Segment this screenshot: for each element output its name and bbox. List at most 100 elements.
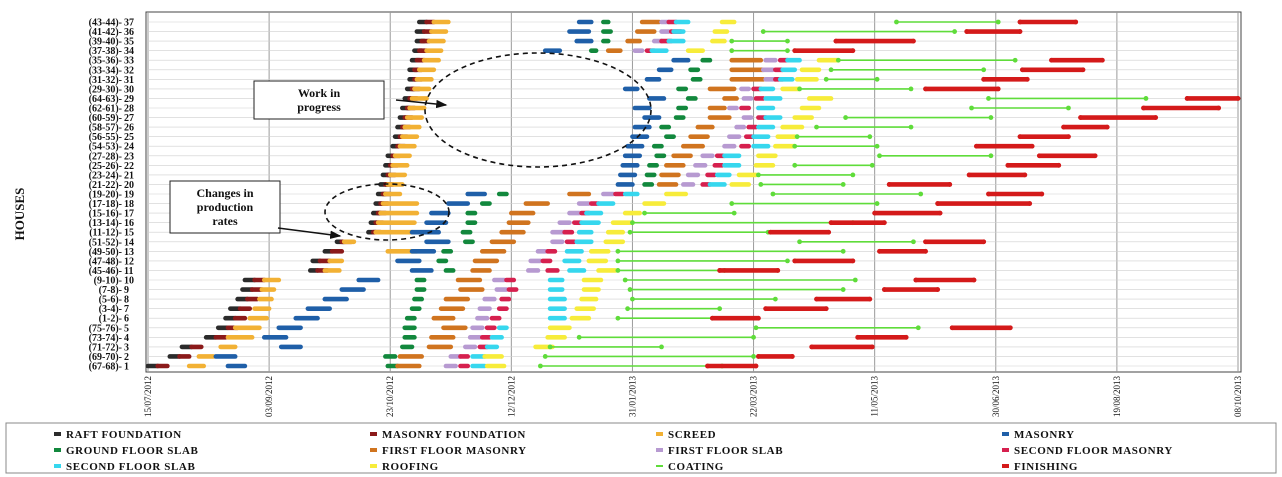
activity-bar-end (785, 48, 790, 54)
activity-bar-start (542, 354, 548, 359)
house-number: 11 (124, 266, 133, 277)
legend-frame (5, 422, 1277, 474)
activity-bar-start (797, 239, 802, 245)
house-label: (15-16)- (89, 209, 122, 220)
activity-bar-end (751, 334, 756, 340)
house-number: 18 (124, 199, 134, 210)
house-label: (64-63)- (89, 94, 122, 105)
legend-label: SECOND FLOOR MASONRY (1014, 445, 1173, 457)
activity-bar-end (874, 201, 880, 206)
activity-bar-start (797, 86, 802, 92)
activity-bar-end (852, 277, 858, 283)
legend-label: FIRST FLOOR MASONRY (382, 445, 527, 457)
legend-label: RAFT FOUNDATION (66, 429, 182, 441)
activity-bar-end (1039, 191, 1045, 197)
house-number: 13 (124, 247, 134, 258)
house-number: 7 (124, 304, 129, 315)
activity-bar-end (874, 76, 880, 82)
house-number: 17 (124, 209, 134, 220)
annotation-text: progress (297, 100, 341, 114)
activity-bar-start (794, 134, 800, 140)
activity-bar-end (1056, 162, 1062, 168)
activity-bar-end (1022, 172, 1028, 178)
activity-bar-end (874, 143, 880, 149)
house-label: (29-30)- (89, 84, 122, 95)
house-number: 15 (124, 228, 134, 239)
changes-in-rates-circle (324, 183, 450, 241)
activity-bar-end (918, 191, 924, 197)
changes-in-rates-box (169, 180, 281, 234)
activity-bar-end (731, 210, 737, 216)
x-tick-label: 22/03/2013 (749, 376, 759, 418)
activity-bar-start (622, 277, 628, 283)
house-label: (58-57)- (89, 123, 122, 134)
activity-bar-start (986, 191, 991, 197)
house-label: (45-46)- (89, 266, 122, 277)
x-tick-label: 23/10/2012 (385, 376, 395, 417)
annotation-text: production (197, 200, 254, 214)
activity-bar-end (995, 19, 1001, 25)
activity-bar-end (911, 38, 916, 44)
house-label: (23-24)- (89, 170, 122, 181)
activity-bar-start (753, 325, 759, 331)
activity-bar-end (1235, 96, 1241, 101)
activity-bar-start (630, 296, 635, 302)
house-number: 29 (124, 94, 134, 105)
activity-bar-start (913, 277, 919, 283)
annotation-text: rates (212, 214, 238, 228)
activity-bar-end (850, 48, 856, 54)
activity-bar-start (756, 172, 761, 178)
activity-bar-start (642, 210, 647, 216)
activity-bar-start (814, 296, 819, 302)
house-label: (37-38)- (89, 46, 122, 57)
house-label: (5-6)- (99, 295, 122, 306)
house-number: 16 (124, 218, 134, 229)
activity-bar-start (1078, 115, 1083, 120)
activity-bar-end (1017, 29, 1023, 34)
x-tick-labels: 15/07/2012 03/09/2012 23/10/2012 12/12/2012… (143, 376, 1243, 418)
activity-bar-start (729, 48, 735, 54)
house-number: 19 (124, 190, 134, 201)
house-number: 33 (124, 56, 134, 67)
x-tick-label: 08/10/2013 (1233, 376, 1243, 418)
x-tick-label: 19/08/2013 (1112, 376, 1122, 418)
activity-bar-end (952, 29, 957, 34)
x-tick-label: 30/06/2013 (991, 376, 1001, 418)
house-number: 6 (124, 314, 129, 325)
activity-bar-start (763, 306, 769, 312)
activity-bar-start (949, 325, 955, 331)
activity-bar-end (908, 86, 914, 92)
house-label: (67-68)- (89, 362, 122, 373)
activity-bar-start (770, 191, 776, 197)
activity-bar-end (753, 363, 759, 369)
activity-bar-start (576, 334, 582, 340)
activity-bar-start (935, 201, 941, 206)
house-number: 36 (124, 27, 134, 38)
activity-bar-start (768, 229, 773, 235)
house-number: 21 (124, 170, 134, 181)
activity-bar-end (908, 124, 914, 130)
activity-bar-start (625, 306, 630, 312)
house-number: 32 (124, 65, 134, 76)
house-number: 23 (124, 151, 134, 162)
house-label: (60-59)- (89, 113, 122, 124)
activity-bar-end (840, 287, 846, 292)
house-number: 37 (124, 18, 134, 29)
activity-bar-end (659, 344, 664, 350)
activity-bar-start (705, 363, 710, 369)
y-axis-title: HOUSES (12, 188, 27, 241)
activity-bar-start (760, 29, 766, 34)
activity-bar-end (867, 134, 873, 140)
annotation-text: Changes in (196, 186, 253, 200)
house-label: (31-32)- (89, 75, 122, 86)
activity-bar-start (792, 162, 798, 168)
activity-bar-end (1143, 96, 1149, 101)
x-tick-label: 03/09/2012 (264, 376, 274, 417)
activity-bar-start (615, 248, 621, 254)
activity-bar-end (823, 306, 829, 312)
house-label: (49-50)- (89, 247, 122, 258)
activity-bar-start (835, 57, 841, 63)
